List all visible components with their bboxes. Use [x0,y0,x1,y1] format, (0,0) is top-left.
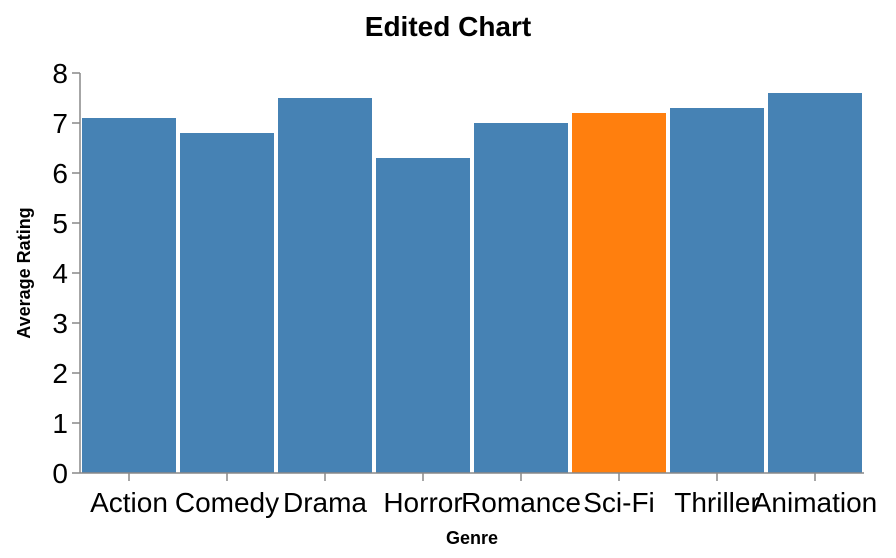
y-tick-label: 5 [52,208,68,239]
bar-romance [474,123,568,473]
y-axis-title: Average Rating [14,207,34,338]
y-tick-label: 7 [52,108,68,139]
y-tick-label: 4 [52,258,68,289]
y-tick-label: 6 [52,158,68,189]
y-tick-label: 3 [52,308,68,339]
x-tick-label-sci-fi: Sci-Fi [583,487,655,518]
chart-title: Edited Chart [365,11,531,42]
x-tick-label-drama: Drama [283,487,367,518]
x-tick-label-thriller: Thriller [674,487,760,518]
bar-action [82,118,176,473]
x-tick-label-action: Action [90,487,168,518]
bar-drama [278,98,372,473]
y-tick-label: 0 [52,458,68,489]
bar-horror [376,158,470,473]
bar-comedy [180,133,274,473]
bar-animation [768,93,862,473]
bars-group [82,93,862,473]
x-tick-label-horror: Horror [383,487,462,518]
bar-thriller [670,108,764,473]
y-tick-label: 8 [52,58,68,89]
x-tick-label-animation: Animation [753,487,878,518]
x-tick-label-comedy: Comedy [175,487,279,518]
y-tick-label: 2 [52,358,68,389]
y-axis: 0 1 2 3 4 5 6 7 8 [52,58,81,489]
x-tick-label-romance: Romance [461,487,581,518]
x-axis-title: Genre [446,528,498,548]
bar-sci-fi [572,113,666,473]
y-tick-label: 1 [52,408,68,439]
